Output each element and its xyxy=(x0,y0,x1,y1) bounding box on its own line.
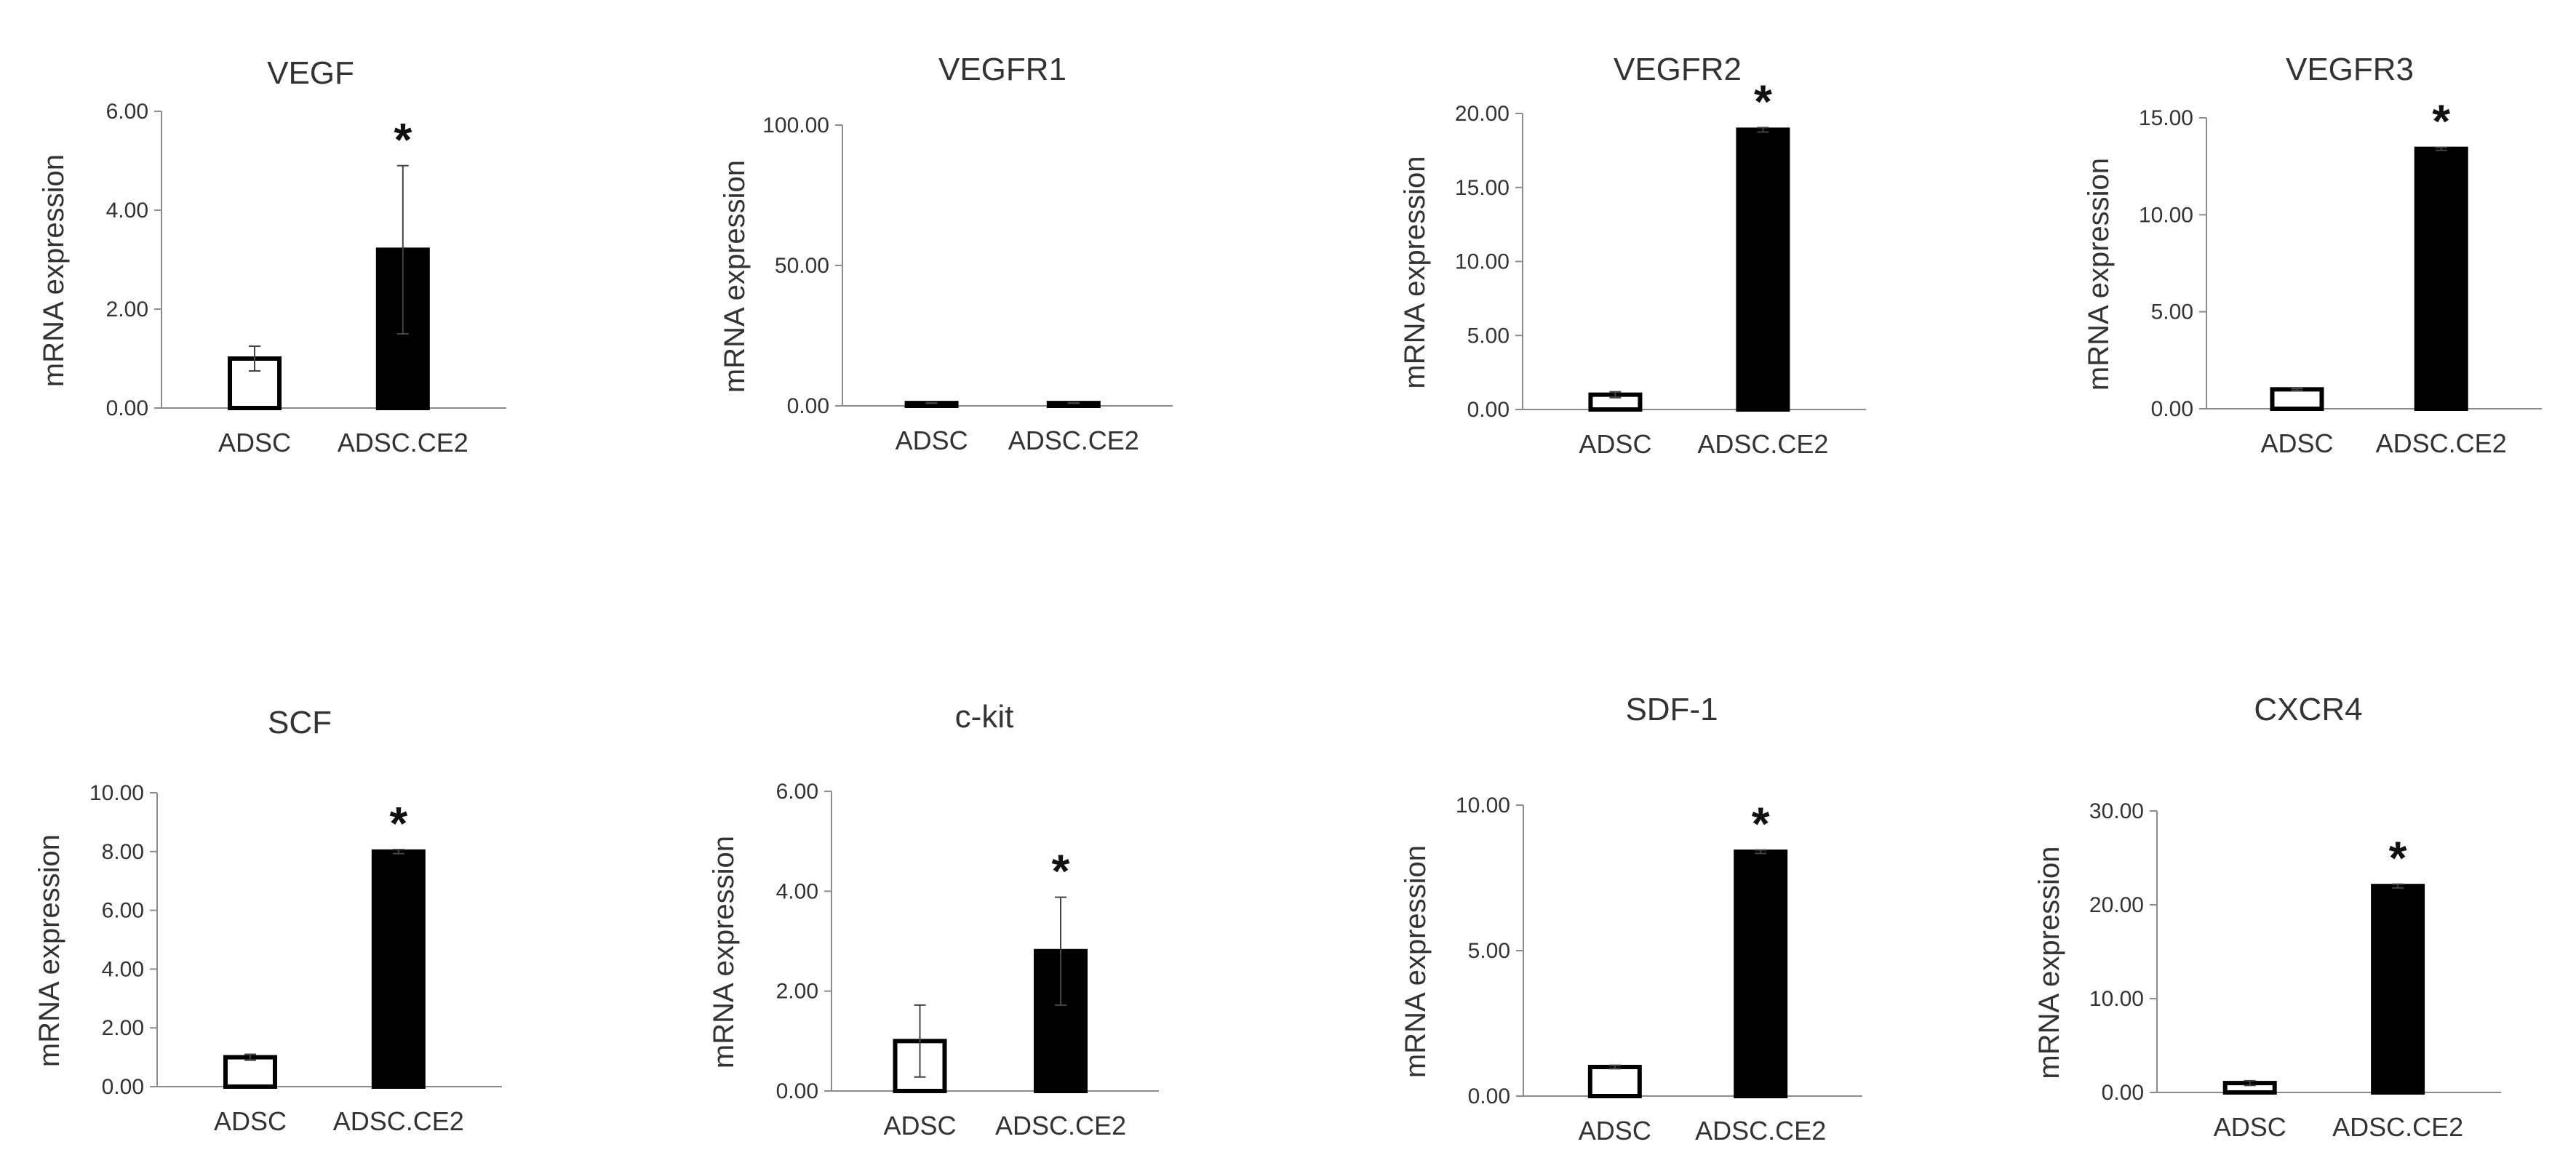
chart-panel-vegf: VEGF 0.00 2.00 4.00 6.00 mRNA expression ADSC *… xyxy=(38,55,506,457)
y-tick-label: 0.00 xyxy=(1467,398,1510,422)
x-tick-label: ADSC.CE2 xyxy=(1695,1116,1826,1146)
x-tick-label: ADSC xyxy=(214,1106,287,1136)
x-tick-label: ADSC.CE2 xyxy=(338,428,468,457)
y-tick-label: 10.00 xyxy=(2139,203,2193,227)
y-tick-label: 5.00 xyxy=(2151,300,2193,324)
chart-title: VEGF xyxy=(267,55,354,91)
chart-title: VEGFR2 xyxy=(1614,52,1742,87)
significance-marker: * xyxy=(1754,75,1772,127)
significance-marker: * xyxy=(394,113,412,166)
significance-marker: * xyxy=(389,797,407,850)
chart-title: c-kit xyxy=(955,699,1014,735)
y-tick-label: 4.00 xyxy=(776,879,818,903)
y-axis-title: mRNA expression xyxy=(708,836,740,1068)
significance-marker: * xyxy=(1752,798,1770,850)
chart-title: VEGFR1 xyxy=(938,52,1066,87)
y-tick-label: 50.00 xyxy=(775,254,829,278)
bar-adsc xyxy=(223,1055,277,1089)
y-tick-label: 8.00 xyxy=(102,840,144,864)
y-tick-label: 0.00 xyxy=(2151,397,2193,421)
y-tick-label: 10.00 xyxy=(89,781,144,805)
y-tick-label: 10.00 xyxy=(1455,250,1510,274)
y-tick-label: 0.00 xyxy=(787,394,829,418)
y-tick-label: 2.00 xyxy=(776,980,818,1004)
y-tick-label: 2.00 xyxy=(102,1016,144,1040)
significance-marker: * xyxy=(2432,95,2450,148)
y-tick-label: 0.00 xyxy=(776,1079,818,1103)
y-tick-label: 2.00 xyxy=(106,297,148,321)
y-axis-title: mRNA expression xyxy=(1399,156,1431,388)
chart-title: VEGFR3 xyxy=(2286,52,2414,87)
y-tick-label: 0.00 xyxy=(106,396,148,420)
y-axis-title: mRNA expression xyxy=(33,834,65,1067)
bar-adsc xyxy=(1587,1065,1642,1098)
y-axis-title: mRNA expression xyxy=(2033,846,2065,1079)
x-tick-label: ADSC.CE2 xyxy=(2332,1112,2463,1142)
significance-marker: * xyxy=(1052,845,1070,898)
bar-adsc-ce2 xyxy=(1736,127,1790,412)
y-axis-title: mRNA expression xyxy=(1400,845,1432,1078)
chart-panel-scf: SCF 0.00 2.00 4.00 6.00 8.00 10.00 mRNA express… xyxy=(33,705,502,1136)
x-tick-label: ADSC xyxy=(883,1111,956,1140)
x-tick-label: ADSC xyxy=(896,425,968,455)
bar-adsc-ce2 xyxy=(2371,884,2425,1095)
x-tick-label: ADSC.CE2 xyxy=(2376,428,2507,458)
bar-adsc xyxy=(2270,387,2324,411)
x-tick-label: ADSC xyxy=(2214,1112,2286,1142)
y-tick-label: 4.00 xyxy=(102,957,144,981)
chart-panel-cxcr4: CXCR4 0.00 10.00 20.00 30.00 mRNA expression A… xyxy=(2033,692,2501,1142)
y-tick-label: 5.00 xyxy=(1467,324,1510,348)
y-tick-label: 4.00 xyxy=(106,199,148,223)
x-tick-label: ADSC xyxy=(1579,1116,1651,1146)
chart-panel-sdf-1: SDF-1 0.00 5.00 10.00 mRNA expression ADSC * AD… xyxy=(1400,692,1862,1146)
y-tick-label: 30.00 xyxy=(2089,799,2144,823)
x-tick-label: ADSC.CE2 xyxy=(1697,429,1828,459)
bar-adsc-ce2 xyxy=(1734,850,1788,1098)
y-tick-label: 0.00 xyxy=(2102,1081,2144,1105)
y-axis-title: mRNA expression xyxy=(719,160,751,393)
x-tick-label: ADSC.CE2 xyxy=(333,1106,464,1136)
chart-panel-vegfr3: VEGFR3 0.00 5.00 10.00 15.00 mRNA expression A… xyxy=(2083,52,2542,458)
y-tick-label: 20.00 xyxy=(1455,102,1510,126)
y-tick-label: 15.00 xyxy=(1455,176,1510,200)
chart-title: SCF xyxy=(268,705,332,740)
x-tick-label: ADSC xyxy=(1579,429,1651,459)
chart-panel-vegfr2: VEGFR2 0.00 5.00 10.00 15.00 20.00 mRNA expres… xyxy=(1399,52,1866,459)
chart-panel-vegfr1: VEGFR1 0.00 50.00 100.00 mRNA expression ADSC… xyxy=(719,52,1173,455)
chart-title: CXCR4 xyxy=(2254,692,2362,727)
y-tick-label: 5.00 xyxy=(1468,939,1510,963)
y-axis-title: mRNA expression xyxy=(38,154,70,387)
chart-title: SDF-1 xyxy=(1625,692,1718,727)
x-tick-label: ADSC xyxy=(218,428,291,457)
bar-adsc-ce2 xyxy=(371,849,426,1090)
bar-adsc-ce2 xyxy=(2414,146,2468,412)
x-tick-label: ADSC.CE2 xyxy=(1008,425,1139,455)
x-tick-label: ADSC.CE2 xyxy=(995,1111,1126,1140)
y-tick-label: 15.00 xyxy=(2139,106,2193,130)
y-tick-label: 0.00 xyxy=(102,1075,144,1099)
y-tick-label: 6.00 xyxy=(776,780,818,804)
y-tick-label: 20.00 xyxy=(2089,893,2144,917)
y-tick-label: 10.00 xyxy=(2089,987,2144,1011)
y-tick-label: 6.00 xyxy=(102,899,144,923)
y-tick-label: 100.00 xyxy=(762,113,829,137)
chart-panel-c-kit: c-kit 0.00 2.00 4.00 6.00 mRNA expression ADSC… xyxy=(708,699,1159,1140)
y-tick-label: 10.00 xyxy=(1456,794,1510,818)
x-tick-label: ADSC xyxy=(2260,428,2333,458)
y-tick-label: 6.00 xyxy=(106,100,148,124)
y-tick-label: 0.00 xyxy=(1468,1084,1510,1108)
significance-marker: * xyxy=(2389,832,2407,884)
y-axis-title: mRNA expression xyxy=(2083,158,2115,391)
